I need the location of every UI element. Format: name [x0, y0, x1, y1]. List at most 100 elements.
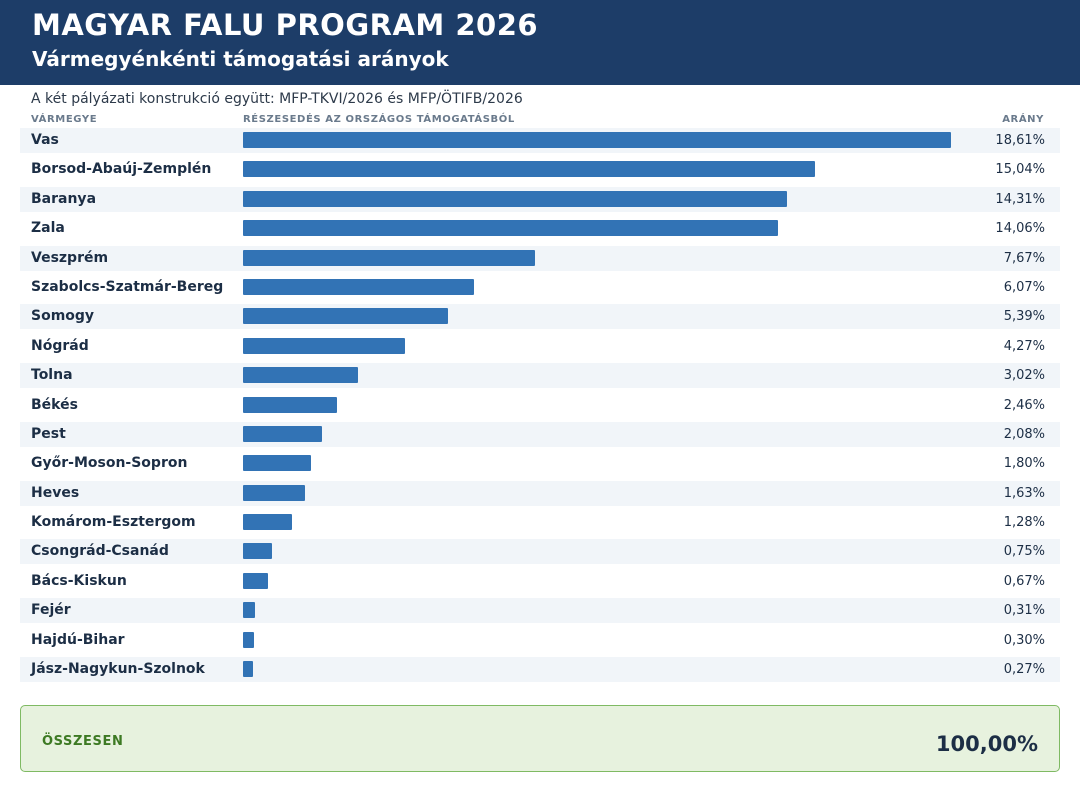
bar-track	[243, 249, 951, 266]
value-label: 14,31%	[995, 191, 1045, 207]
bar	[243, 161, 816, 178]
chart-row: Somogy 5,39%	[20, 304, 1060, 330]
column-header-ratio: ARÁNY	[1002, 114, 1044, 125]
bar	[243, 249, 535, 266]
category-label: Csongrád-Csanád	[31, 543, 169, 560]
bar-track	[243, 602, 951, 619]
bar-track	[243, 337, 951, 354]
category-label: Szabolcs-Szatmár-Bereg	[31, 278, 224, 295]
category-label: Borsod-Abaúj-Zemplén	[31, 161, 212, 178]
bar	[243, 308, 449, 325]
chart-row: Bács-Kiskun 0,67%	[20, 569, 1060, 594]
value-label: 18,61%	[995, 133, 1045, 148]
chart-row: Zala 14,06%	[20, 216, 1060, 241]
category-label: Veszprém	[31, 249, 109, 266]
bar	[243, 278, 474, 295]
total-label: ÖSSZESEN	[42, 734, 124, 749]
category-label: Heves	[31, 484, 80, 501]
bar-track	[243, 425, 951, 442]
chart-row: Vas 18,61%	[20, 128, 1060, 153]
chart-row: Győr-Moson-Sopron 1,80%	[20, 451, 1060, 476]
category-label: Békés	[31, 396, 78, 413]
column-header-county: VÁRMEGYE	[31, 114, 98, 125]
value-label: 3,02%	[1003, 368, 1045, 384]
bar-track	[243, 220, 951, 237]
bar-track	[243, 543, 951, 560]
bar	[243, 484, 305, 501]
chart-row: Baranya 14,31%	[20, 186, 1060, 212]
bar	[243, 132, 951, 148]
value-label: 1,63%	[1003, 485, 1045, 501]
bar	[243, 367, 358, 384]
value-label: 2,08%	[1003, 426, 1045, 442]
bar-track	[243, 161, 951, 178]
category-label: Hajdú-Bihar	[31, 631, 125, 648]
chart-row: Borsod-Abaúj-Zemplén 15,04%	[20, 157, 1060, 182]
source-note: A két pályázati konstrukció együtt: MFP-…	[31, 91, 523, 107]
value-label: 7,67%	[1003, 250, 1045, 266]
bar-track	[243, 572, 951, 589]
page-title: MAGYAR FALU PROGRAM 2026	[32, 8, 539, 42]
category-label: Bács-Kiskun	[31, 572, 127, 589]
chart-row: Pest 2,08%	[20, 421, 1060, 447]
column-header-share: RÉSZESEDÉS AZ ORSZÁGOS TÁMOGATÁSBÓL	[243, 114, 515, 125]
chart-row: Tolna 3,02%	[20, 363, 1060, 389]
bar	[243, 220, 778, 237]
bar	[243, 661, 254, 678]
value-label: 5,39%	[1003, 309, 1045, 325]
bar	[243, 543, 272, 560]
category-label: Nógrád	[31, 337, 89, 354]
category-label: Jász-Nagykun-Szolnok	[31, 661, 205, 678]
category-label: Somogy	[31, 308, 95, 325]
bar-track	[243, 190, 951, 207]
value-label: 1,28%	[1003, 515, 1045, 531]
bar	[243, 631, 255, 648]
category-label: Vas	[31, 132, 59, 148]
bar	[243, 602, 255, 619]
bar	[243, 514, 292, 531]
value-label: 0,30%	[1003, 632, 1045, 648]
page-subtitle: Vármegyénkénti támogatási arányok	[32, 47, 449, 71]
bar-track	[243, 661, 951, 678]
category-label: Komárom-Esztergom	[31, 514, 196, 531]
value-label: 0,31%	[1003, 603, 1045, 619]
category-label: Fejér	[31, 602, 71, 619]
bar-track	[243, 631, 951, 648]
category-label: Tolna	[31, 367, 73, 384]
bar	[243, 337, 406, 354]
chart-row: Heves 1,63%	[20, 480, 1060, 506]
bar-track	[243, 367, 951, 384]
bar-chart: Vas 18,61% Borsod-Abaúj-Zemplén 15,04% Baran…	[20, 128, 1060, 686]
category-label: Pest	[31, 425, 66, 442]
category-label: Győr-Moson-Sopron	[31, 455, 188, 472]
value-label: 1,80%	[1003, 456, 1045, 472]
bar-track	[243, 278, 951, 295]
chart-row: Komárom-Esztergom 1,28%	[20, 510, 1060, 535]
value-label: 14,06%	[995, 221, 1045, 237]
value-label: 0,27%	[1003, 662, 1045, 678]
bar-track	[243, 308, 951, 325]
total-value: 100,00%	[935, 732, 1038, 756]
chart-row: Szabolcs-Szatmár-Bereg 6,07%	[20, 275, 1060, 300]
category-label: Baranya	[31, 190, 97, 207]
chart-row: Jász-Nagykun-Szolnok 0,27%	[20, 657, 1060, 683]
chart-row: Békés 2,46%	[20, 393, 1060, 418]
bar-track	[243, 455, 951, 472]
chart-row: Fejér 0,31%	[20, 598, 1060, 624]
value-label: 0,67%	[1003, 573, 1045, 589]
value-label: 2,46%	[1003, 397, 1045, 413]
value-label: 6,07%	[1003, 279, 1045, 295]
chart-row: Hajdú-Bihar 0,30%	[20, 628, 1060, 653]
bar	[243, 396, 337, 413]
bar	[243, 190, 788, 207]
bar-track	[243, 484, 951, 501]
value-label: 4,27%	[1003, 338, 1045, 354]
total-box: ÖSSZESEN 100,00%	[20, 705, 1060, 772]
bar-track	[243, 514, 951, 531]
header-banner: MAGYAR FALU PROGRAM 2026 Vármegyénkénti …	[0, 0, 1080, 85]
value-label: 0,75%	[1003, 544, 1045, 560]
chart-row: Csongrád-Csanád 0,75%	[20, 539, 1060, 565]
bar	[243, 425, 323, 442]
chart-row: Nógrád 4,27%	[20, 334, 1060, 359]
chart-row: Veszprém 7,67%	[20, 245, 1060, 271]
